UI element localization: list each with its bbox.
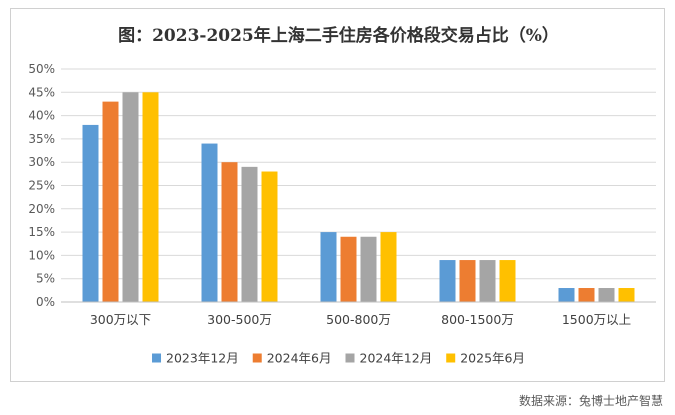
- y-tick-label: 40%: [28, 109, 55, 123]
- bar: [340, 236, 357, 302]
- y-tick-label: 35%: [28, 132, 55, 146]
- bar: [201, 143, 218, 302]
- legend-swatch: [152, 353, 162, 363]
- bar-chart: 0% 5% 10% 15% 20% 25% 30% 35% 40% 45% 50% 300万以下 300…: [28, 62, 656, 366]
- x-tick-label: 1500万以上: [562, 312, 631, 327]
- bar: [241, 166, 258, 302]
- legend-label: 2024年12月: [360, 351, 433, 366]
- bar: [380, 232, 397, 302]
- legend-label: 2025年6月: [460, 351, 525, 366]
- bar: [102, 101, 119, 303]
- bar: [598, 288, 615, 302]
- x-tick-label: 800-1500万: [441, 312, 514, 327]
- legend-swatch: [252, 353, 262, 363]
- bar: [142, 92, 159, 302]
- y-tick-label: 5%: [36, 272, 55, 286]
- bar: [261, 171, 278, 302]
- y-tick-label: 50%: [28, 62, 55, 76]
- chart-frame: 图：2023-2025年上海二手住房各价格段交易占比（%） 0% 5% 10% 15%…: [10, 8, 665, 382]
- x-tick-label: 500-800万: [326, 312, 391, 327]
- x-tick-label: 300万以下: [90, 312, 151, 327]
- legend-swatch: [345, 353, 355, 363]
- source-note: 数据来源：兔博士地产智慧: [518, 394, 663, 408]
- bars: [82, 92, 635, 303]
- bar: [618, 288, 635, 302]
- x-tick-label: 300-500万: [207, 312, 272, 327]
- y-tick-label: 45%: [28, 85, 55, 99]
- y-tick-label: 15%: [28, 225, 55, 239]
- bar: [221, 162, 238, 302]
- legend-swatch: [446, 353, 456, 363]
- bar: [558, 288, 575, 302]
- y-tick-label: 20%: [28, 202, 55, 216]
- y-tick-label: 10%: [28, 248, 55, 262]
- y-tick-label: 30%: [28, 155, 55, 169]
- axes: 0% 5% 10% 15% 20% 25% 30% 35% 40% 45% 50% 300万以下 300…: [28, 62, 656, 327]
- legend: 2023年12月 2024年6月 2024年12月 2025年6月: [152, 351, 525, 366]
- y-tick-label: 0%: [36, 295, 55, 309]
- bar: [499, 260, 516, 302]
- bar: [320, 232, 337, 302]
- bar: [82, 124, 99, 302]
- bar: [459, 260, 476, 302]
- y-tick-label: 25%: [28, 179, 55, 193]
- bar: [360, 236, 377, 302]
- bar: [479, 260, 496, 302]
- legend-label: 2023年12月: [166, 351, 239, 366]
- bar: [439, 260, 456, 302]
- legend-label: 2024年6月: [267, 351, 332, 366]
- bar: [578, 288, 595, 302]
- bar: [122, 92, 139, 302]
- chart-title: 图：2023-2025年上海二手住房各价格段交易占比（%）: [118, 26, 559, 46]
